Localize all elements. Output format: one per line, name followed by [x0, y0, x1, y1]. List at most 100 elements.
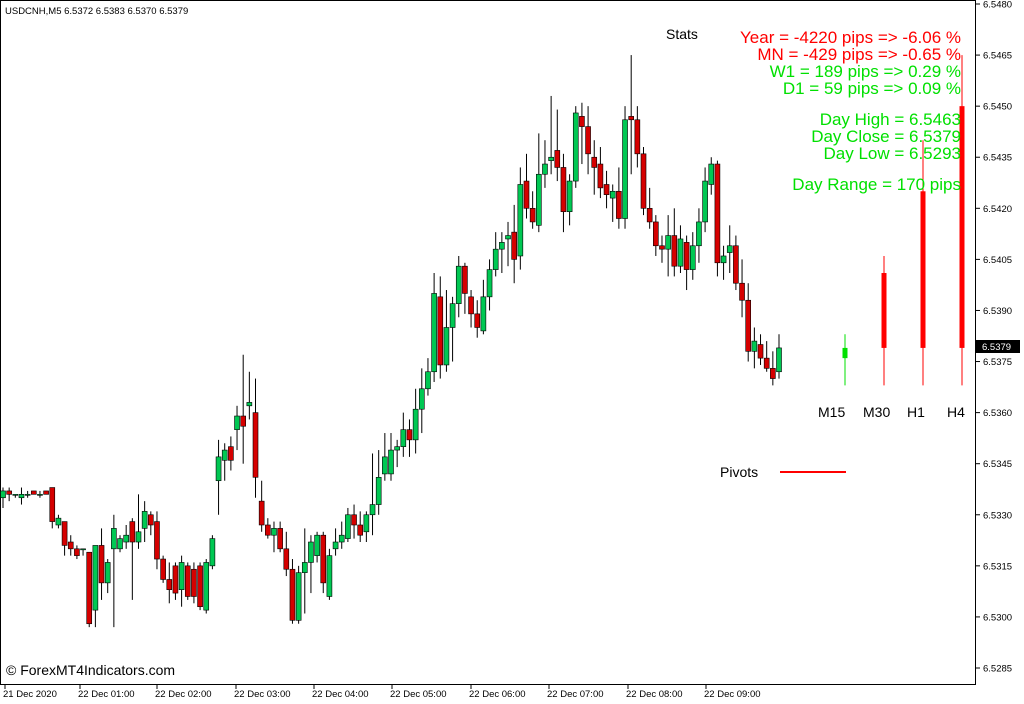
tf-bar-body	[842, 347, 848, 359]
candle-body	[221, 449, 228, 461]
candle-body	[191, 568, 197, 597]
candle-body	[308, 541, 314, 563]
tf-bar-body	[959, 106, 965, 348]
x-tick-label: 21 Dec 2020	[3, 689, 57, 700]
candle-body	[412, 408, 419, 441]
candle-body	[24, 494, 31, 496]
candle-body	[74, 548, 80, 556]
stats-line: MN = -429 pips => -0.65 %	[757, 45, 961, 64]
candle-body	[234, 415, 240, 430]
candle-body	[726, 245, 733, 253]
y-tick-label: 6.5285	[983, 664, 1012, 675]
candle-body	[338, 534, 345, 543]
candle-body	[708, 163, 715, 185]
candle-body	[683, 242, 690, 270]
candle-body	[523, 180, 530, 209]
candle-body	[117, 538, 123, 550]
candle-body	[252, 412, 259, 478]
candle-body	[529, 208, 536, 223]
candle-body	[178, 562, 185, 590]
candle-body	[597, 163, 604, 189]
candle-body	[776, 347, 782, 373]
x-tick-label: 22 Dec 02:00	[155, 689, 212, 700]
candle-body	[6, 490, 12, 495]
candle-body	[123, 534, 129, 543]
candle-body	[492, 248, 499, 270]
candle-body	[37, 494, 43, 496]
candles-group	[0, 55, 782, 628]
candle-body	[733, 245, 739, 284]
candle-body	[240, 415, 246, 427]
candle-body	[462, 265, 468, 294]
price-axis[interactable]: 6.5480 6.5465 6.5450 6.5435 6.5420 6.5405 6.53…	[976, 0, 1012, 675]
candle-body	[271, 528, 277, 536]
x-tick-label: 22 Dec 06:00	[469, 689, 526, 700]
candle-body	[277, 528, 283, 550]
candle-body	[388, 449, 394, 475]
y-tick-label: 6.5345	[983, 459, 1012, 470]
timeframe-bars: M15 M30 H1 H4	[818, 55, 965, 420]
stats-panel: Year = -4220 pips => -6.06 %MN = -429 pi…	[740, 28, 961, 194]
tf-bar-label: M30	[863, 404, 890, 420]
candle-body	[431, 293, 437, 373]
tf-bar-body	[881, 273, 887, 348]
candle-body	[455, 265, 462, 304]
candle-body	[751, 340, 758, 352]
candle-body	[326, 555, 333, 597]
candle-body	[160, 558, 166, 580]
candle-body	[757, 344, 764, 359]
candle-body	[92, 545, 99, 611]
candle-body	[0, 490, 6, 499]
candle-body	[696, 221, 702, 247]
pivots-label: Pivots	[720, 464, 758, 480]
candle-body	[480, 296, 487, 332]
candle-body	[265, 524, 271, 536]
candle-body	[653, 221, 659, 247]
candle-body	[720, 255, 727, 264]
stats-line: Day Close = 6.5379	[811, 127, 961, 146]
x-tick-label: 22 Dec 01:00	[78, 689, 135, 700]
candle-body	[536, 173, 542, 226]
candle-body	[665, 235, 671, 250]
candle-body	[499, 242, 505, 250]
stats-heading: Stats	[666, 26, 698, 42]
current-price-label: 6.5379	[982, 342, 1011, 353]
plot-frame	[0, 0, 976, 685]
candle-body	[80, 548, 86, 551]
y-tick-label: 6.5450	[983, 102, 1012, 113]
candle-body	[258, 500, 265, 526]
tf-bar-label: H4	[947, 404, 965, 420]
candle-body	[301, 562, 308, 573]
candle-body	[332, 541, 339, 550]
candle-body	[702, 180, 708, 223]
stats-line: D1 = 59 pips => 0.09 %	[783, 79, 961, 98]
candle-body	[314, 534, 320, 556]
y-tick-label: 6.5405	[983, 255, 1012, 266]
candle-body	[357, 524, 364, 536]
candle-body	[228, 446, 234, 461]
candle-body	[659, 245, 665, 250]
candle-body	[714, 163, 721, 264]
candle-body	[628, 116, 634, 121]
candle-body	[375, 477, 382, 505]
x-tick-label: 22 Dec 07:00	[547, 689, 604, 700]
candle-body	[148, 514, 154, 526]
candle-body	[172, 565, 179, 594]
x-tick-label: 22 Dec 05:00	[390, 689, 447, 700]
candle-body	[591, 156, 598, 168]
candle-body	[542, 163, 548, 175]
y-tick-label: 6.5330	[983, 510, 1012, 521]
y-tick-label: 6.5435	[983, 153, 1012, 164]
candle-body	[382, 456, 388, 475]
time-axis[interactable]: 21 Dec 2020 22 Dec 01:00 22 Dec 02:00 22 De…	[3, 685, 761, 700]
stats-line: Year = -4220 pips => -6.06 %	[740, 28, 961, 47]
symbol-header: USDCNH,M5 6.5372 6.5383 6.5370 6.5379	[5, 6, 188, 17]
candle-body	[468, 296, 474, 315]
x-tick-label: 22 Dec 08:00	[626, 689, 683, 700]
y-tick-label: 6.5360	[983, 408, 1012, 419]
candle-body	[246, 402, 253, 407]
x-tick-label: 22 Dec 04:00	[312, 689, 369, 700]
candle-body	[320, 534, 327, 584]
tf-bar-body	[920, 191, 926, 348]
